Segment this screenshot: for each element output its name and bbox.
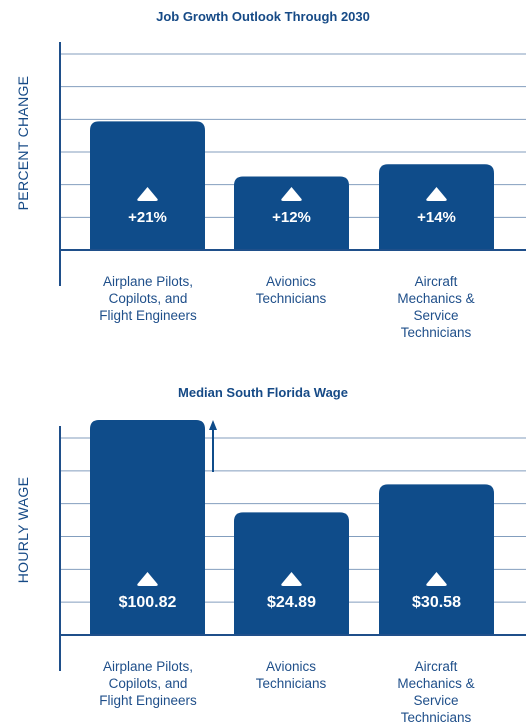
category-label-avionics: Avionics Technicians	[255, 274, 327, 306]
job-growth-plot: +21% +12% +14%	[59, 42, 526, 286]
triangle-up-icon	[137, 187, 158, 201]
bar	[379, 484, 494, 635]
category-label-pilots: Airplane Pilots, Copilots, and Flight En…	[99, 659, 197, 708]
median-wage-plot: $100.82 $24.89 $30.58	[59, 420, 526, 671]
median-wage-chart: Median South Florida Wage HOURLY WAGE $1…	[0, 370, 526, 725]
bar-value-label: +12%	[272, 209, 311, 226]
bar-value-label: $100.82	[119, 594, 177, 611]
triangle-up-icon	[426, 572, 447, 586]
job-growth-chart: Job Growth Outlook Through 2030 PERCENT …	[0, 0, 526, 360]
triangle-up-icon	[137, 572, 158, 586]
triangle-up-icon	[281, 572, 302, 586]
category-label-mechanics: Aircraft Mechanics & Service Technicians	[397, 274, 475, 340]
bar	[379, 164, 494, 250]
category-label-avionics: Avionics Technicians	[255, 659, 327, 691]
bar-value-label: $24.89	[267, 594, 316, 611]
bar	[234, 176, 349, 250]
bar-value-label: +21%	[128, 209, 167, 226]
bar	[90, 420, 205, 635]
chart-title: Job Growth Outlook Through 2030	[156, 9, 370, 24]
triangle-up-icon	[281, 187, 302, 201]
truncation-arrow-head	[209, 420, 217, 430]
bar	[90, 121, 205, 250]
bar-value-label: $30.58	[412, 594, 461, 611]
category-label-mechanics: Aircraft Mechanics & Service Technicians	[397, 659, 475, 725]
triangle-up-icon	[426, 187, 447, 201]
category-label-pilots: Airplane Pilots, Copilots, and Flight En…	[99, 274, 197, 323]
bar-value-label: +14%	[417, 209, 456, 226]
chart-title: Median South Florida Wage	[178, 385, 348, 400]
